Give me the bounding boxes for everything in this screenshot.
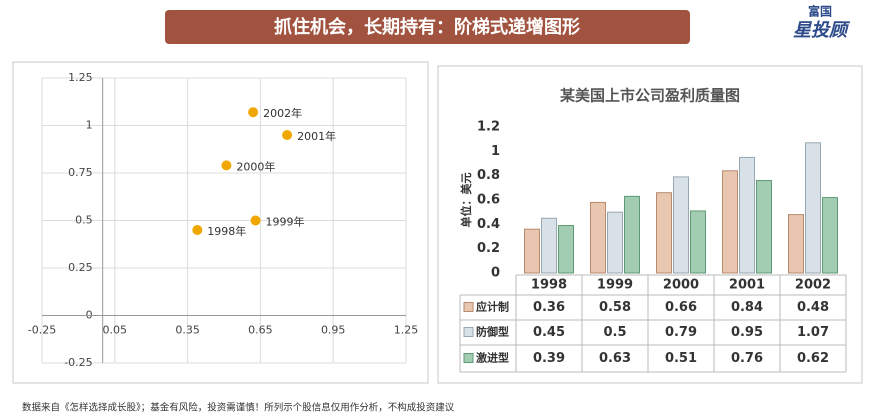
legend-label: 激进型 xyxy=(476,351,509,365)
legend-swatch xyxy=(463,327,474,337)
legend-swatch xyxy=(463,353,474,363)
logo-top: 富国 xyxy=(808,4,832,19)
logo-main: 星投顾 xyxy=(793,20,851,41)
category-label: 2000 xyxy=(663,278,699,293)
bar xyxy=(788,214,804,274)
bar xyxy=(822,197,838,274)
bar xyxy=(558,225,574,274)
legend-swatch xyxy=(463,302,474,312)
category-label: 2002 xyxy=(795,278,831,293)
table-value: 0.5 xyxy=(603,325,626,340)
table-value: 0.84 xyxy=(731,300,763,315)
x-tick-label: -0.25 xyxy=(28,324,56,337)
y-tick-label: 0.2 xyxy=(477,241,500,256)
bar xyxy=(722,170,738,274)
bar xyxy=(524,228,540,274)
x-tick-label: 0.95 xyxy=(321,324,346,337)
category-label: 1999 xyxy=(597,278,633,293)
bar xyxy=(756,180,772,274)
y-tick-label: 0 xyxy=(491,266,500,281)
bar-frame xyxy=(437,65,863,384)
footer: 数据来自《怎样选择成长股》；基金有风险，投资需谨慎！所列示个股信息仅用作分析，不… xyxy=(22,402,455,414)
bar xyxy=(541,217,557,274)
bar xyxy=(739,156,755,274)
point xyxy=(248,107,259,118)
bar xyxy=(805,142,821,274)
table-value: 0.63 xyxy=(599,351,631,366)
x-tick-label: 0.05 xyxy=(103,324,128,337)
table-value: 0.58 xyxy=(599,300,631,315)
table-value: 0.45 xyxy=(533,325,565,340)
legend-label: 应计制 xyxy=(476,300,509,314)
bar xyxy=(656,192,672,274)
y-tick-label: 0.8 xyxy=(477,168,500,183)
table-value: 0.95 xyxy=(731,325,763,340)
point-label: 1999年 xyxy=(266,215,305,229)
point xyxy=(221,160,232,171)
table-value: 1.07 xyxy=(797,325,829,340)
scatter-frame xyxy=(12,61,429,384)
legend-label: 防御型 xyxy=(476,325,509,339)
y-tick-label: 0.25 xyxy=(68,261,93,274)
y-tick-label: 0.4 xyxy=(477,217,500,232)
bar-title: 某美国上市公司盈利质量图 xyxy=(560,87,740,105)
bar xyxy=(590,201,606,274)
x-tick-label: 0.65 xyxy=(248,324,273,337)
y-tick-label: 1 xyxy=(491,144,500,159)
table-value: 0.36 xyxy=(533,300,565,315)
title-banner xyxy=(165,10,690,44)
x-tick-label: 1.25 xyxy=(394,324,419,337)
bar xyxy=(607,211,623,274)
y-axis-label: 单位：美元 xyxy=(459,173,473,228)
table-value: 0.66 xyxy=(665,300,697,315)
y-tick-label: -0.25 xyxy=(64,356,92,369)
y-tick-label: 1.2 xyxy=(477,120,500,135)
bar xyxy=(690,210,706,274)
point xyxy=(192,225,203,235)
y-tick-label: 0.75 xyxy=(68,166,93,179)
table-value: 0.79 xyxy=(665,325,697,340)
table-value: 0.51 xyxy=(665,351,697,366)
y-tick-label: 0.5 xyxy=(75,214,93,227)
table-value: 0.76 xyxy=(731,351,763,366)
y-tick-label: 0.6 xyxy=(477,193,500,208)
point-label: 2000年 xyxy=(236,159,275,173)
table-value: 0.48 xyxy=(797,300,829,315)
x-tick-label: 0.35 xyxy=(175,324,200,337)
y-tick-label: 1 xyxy=(86,119,93,132)
point-label: 1998年 xyxy=(207,224,246,238)
point-label: 2001年 xyxy=(297,129,336,143)
point xyxy=(282,130,293,140)
bar xyxy=(624,195,640,274)
page-title: 抓住机会，长期持有：阶梯式递增图形 xyxy=(274,16,580,38)
point-label: 2002年 xyxy=(263,106,302,120)
bar xyxy=(673,176,689,274)
table-value: 0.62 xyxy=(797,351,829,366)
y-tick-label: 1.25 xyxy=(68,71,93,84)
category-label: 2001 xyxy=(729,278,765,293)
point xyxy=(250,215,261,226)
category-label: 1998 xyxy=(531,278,567,293)
table-value: 0.39 xyxy=(533,351,565,366)
